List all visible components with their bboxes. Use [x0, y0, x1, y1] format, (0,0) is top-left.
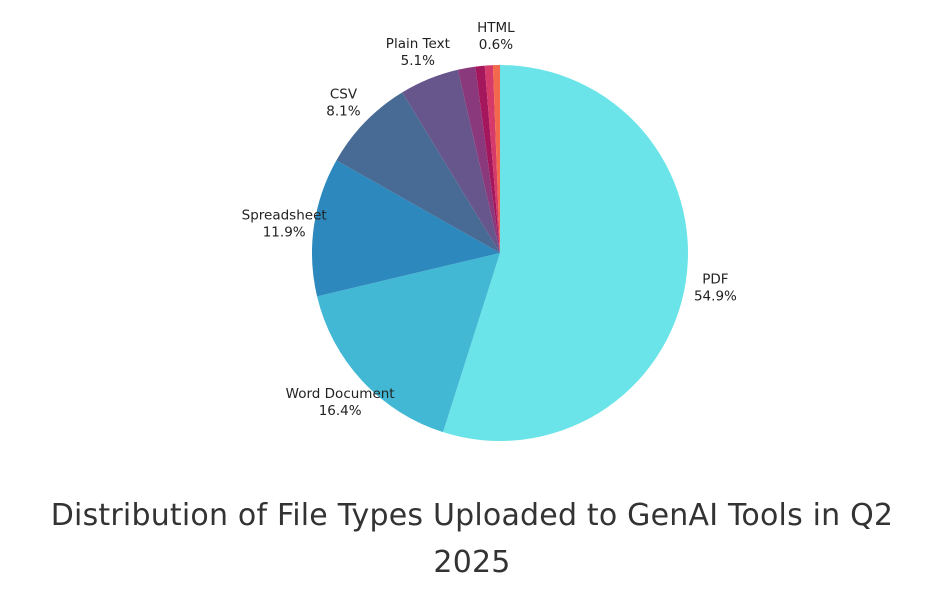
pie-slice-word-document	[317, 253, 500, 433]
slice-label-csv: CSV 8.1%	[326, 86, 360, 119]
slice-label-percent: 5.1%	[401, 53, 435, 69]
pie-labels: PDF 54.9% Word Document 16.4% Spreadsheet 11.…	[242, 20, 737, 419]
slice-label-name: Plain Text	[386, 36, 450, 52]
pie-slice-pdf	[443, 65, 688, 442]
pie-chart-svg: PDF 54.9% Word Document 16.4% Spreadsheet 11.…	[242, 20, 737, 442]
slice-label-html: HTML 0.6%	[477, 20, 515, 53]
pie-slice-html	[492, 65, 500, 253]
slice-label-name: PDF	[702, 271, 728, 287]
slice-label-word-document: Word Document 16.4%	[286, 386, 395, 419]
pie-slice-plain-text	[402, 69, 500, 254]
slice-label-name: Word Document	[286, 386, 395, 402]
slice-label-name: HTML	[477, 20, 515, 36]
slice-label-percent: 0.6%	[479, 37, 513, 53]
slice-label-plain-text: Plain Text 5.1%	[386, 36, 450, 69]
slice-label-percent: 8.1%	[326, 103, 360, 119]
slice-label-name: CSV	[330, 86, 358, 102]
pie-slices	[312, 65, 688, 442]
pie-chart: PDF 54.9% Word Document 16.4% Spreadsheet 11.…	[242, 20, 737, 442]
pie-slice-spreadsheet	[312, 160, 500, 297]
pie-slice-unlabeled-5	[457, 66, 500, 254]
pie-slice-unlabeled-6	[475, 65, 500, 254]
pie-slice-unlabeled-7	[484, 65, 500, 253]
slice-label-percent: 54.9%	[694, 288, 737, 304]
slice-label-name: Spreadsheet	[242, 207, 327, 223]
slice-label-spreadsheet: Spreadsheet 11.9%	[242, 207, 327, 240]
slice-label-percent: 16.4%	[319, 403, 362, 419]
chart-caption: Distribution of File Types Uploaded to G…	[50, 498, 894, 580]
slice-label-percent: 11.9%	[263, 224, 306, 240]
pie-slice-csv	[336, 92, 500, 253]
slice-label-pdf: PDF 54.9%	[694, 271, 737, 304]
